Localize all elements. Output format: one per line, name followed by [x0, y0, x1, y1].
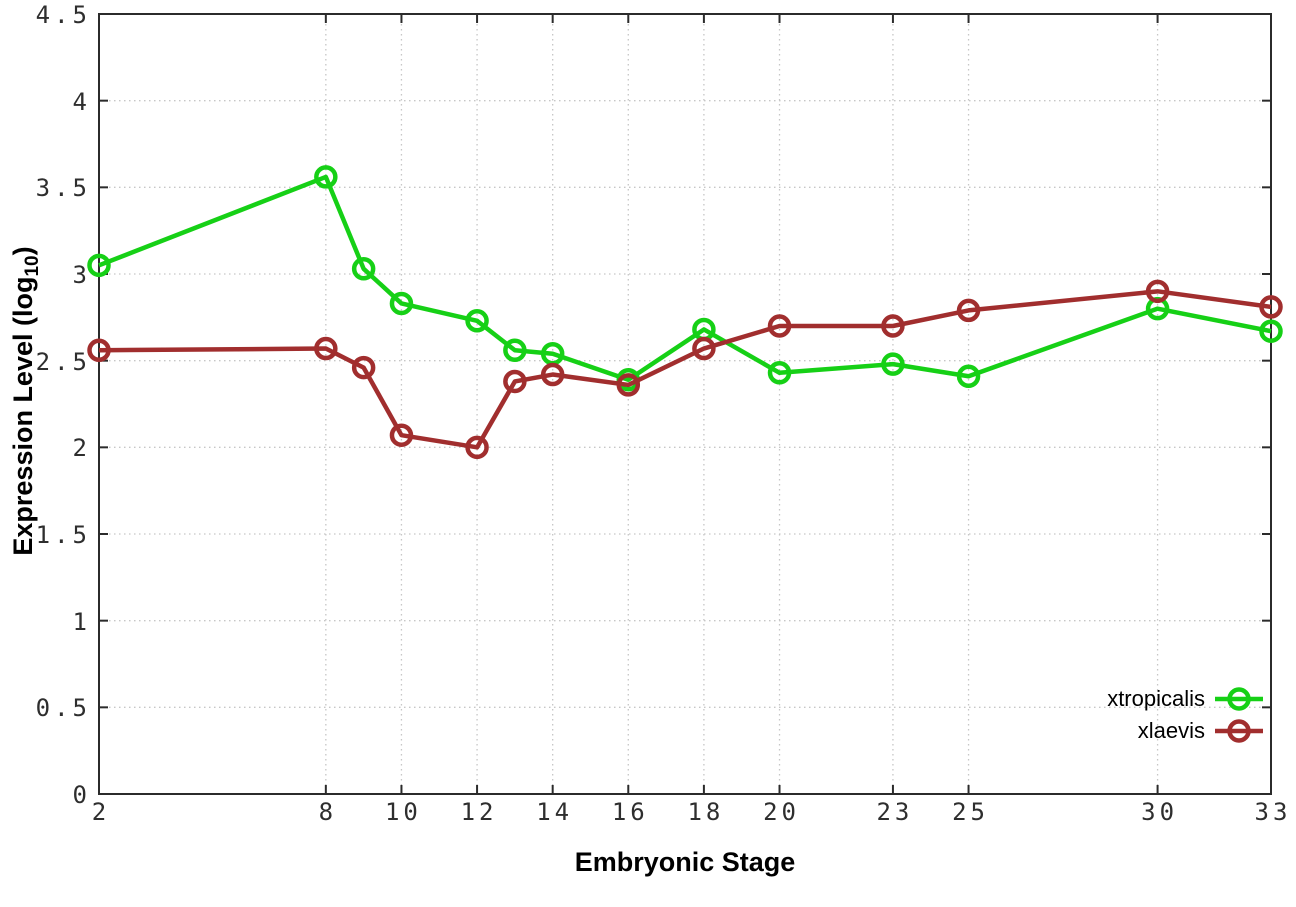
y-tick-label: 1.5	[35, 521, 91, 549]
data-point-xlaevis	[389, 423, 414, 447]
y-axis-title-subscript: 10	[22, 255, 44, 277]
y-tick-label: 3	[72, 261, 91, 289]
data-point-xlaevis	[1145, 279, 1170, 304]
x-tick-label: 33	[1254, 798, 1292, 826]
legend: xtropicalis xlaevis	[1107, 684, 1264, 746]
x-tick-label: 16	[611, 798, 649, 826]
data-point-xlaevis	[87, 338, 111, 363]
y-tick-label: 4.5	[35, 1, 91, 29]
x-tick-label: 12	[460, 798, 498, 826]
y-tick-label: 4	[72, 87, 91, 116]
data-point-xtropicalis	[881, 352, 905, 376]
data-point-xlaevis	[616, 373, 641, 397]
y-tick-label: 1	[72, 607, 91, 636]
data-point-xtropicalis	[503, 338, 527, 363]
data-point-xlaevis	[314, 336, 338, 361]
y-axis-title-close: )	[7, 246, 38, 256]
data-point-xlaevis	[767, 314, 792, 338]
y-tick-label: 0.5	[35, 694, 91, 723]
y-tick-label: 3.5	[35, 174, 91, 203]
x-tick-label: 8	[318, 798, 338, 826]
legend-label: xtropicalis	[1107, 686, 1205, 711]
x-tick-label: 20	[763, 798, 800, 826]
plot-border	[98, 13, 1272, 795]
data-point-xlaevis	[540, 362, 565, 387]
x-tick-label: 14	[536, 798, 574, 826]
y-axis-title-text: Expression Level (log	[7, 276, 38, 556]
data-point-xtropicalis	[87, 253, 111, 278]
data-point-xtropicalis	[351, 257, 376, 281]
data-point-xtropicalis	[1259, 319, 1283, 343]
data-point-xlaevis	[692, 336, 716, 361]
x-tick-label: 2	[91, 798, 111, 826]
y-tick-label: 2	[72, 434, 91, 463]
data-point-xtropicalis	[465, 309, 489, 333]
series-line-xlaevis	[98, 289, 1272, 450]
data-point-xlaevis	[956, 298, 981, 323]
y-axis-title: Expression Level (log10)	[8, 246, 44, 555]
x-tick-label: 23	[876, 798, 914, 826]
y-tick-label: 2.5	[35, 347, 91, 376]
y-tick-label: 0	[72, 781, 91, 809]
x-tick-label: 10	[384, 798, 422, 826]
legend-entry-xlaevis: xlaevis	[1138, 716, 1264, 746]
data-point-xtropicalis	[767, 361, 792, 385]
x-tick-label: 30	[1141, 798, 1179, 826]
data-point-xtropicalis	[314, 165, 338, 189]
x-axis-title: Embryonic Stage	[574, 847, 796, 877]
data-point-xlaevis	[465, 435, 489, 460]
data-point-xlaevis	[881, 314, 905, 338]
legend-marker-icon	[1215, 687, 1263, 711]
legend-entry-xtropicalis: xtropicalis	[1107, 684, 1264, 714]
legend-label: xlaevis	[1137, 718, 1205, 743]
data-point-xlaevis	[351, 355, 376, 380]
legend-marker-icon	[1215, 719, 1263, 743]
x-tick-label: 18	[687, 798, 725, 826]
data-point-xtropicalis	[389, 291, 414, 316]
data-point-xtropicalis	[956, 364, 981, 389]
data-point-xlaevis	[1259, 295, 1283, 319]
x-tick-label: 25	[952, 798, 989, 826]
data-point-xlaevis	[503, 369, 527, 394]
